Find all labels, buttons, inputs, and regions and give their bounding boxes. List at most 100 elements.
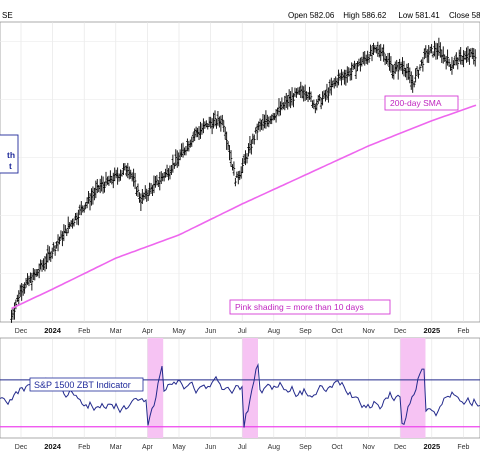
price-bar: [30, 272, 34, 291]
x-tick-label: Feb: [78, 328, 90, 335]
price-bar: [222, 120, 226, 133]
price-bar: [414, 68, 417, 83]
price-bar: [418, 64, 422, 71]
x-tick-label: Jul: [238, 328, 247, 335]
shading-note-box: Pink shading = more than 10 days: [229, 299, 391, 315]
price-bar: [13, 302, 16, 320]
price-bar: [58, 236, 61, 245]
x-tick-label: Oct: [332, 328, 343, 335]
ohlc-close: Close 583.09: [449, 11, 480, 20]
ohlc-readout: Open 582.06 High 586.62 Low 581.41 Close 58…: [288, 11, 480, 20]
sma-label: 200-day SMA: [390, 98, 442, 108]
price-bar: [23, 282, 26, 294]
price-bar: [234, 177, 237, 187]
x-tick-label: Dec: [394, 328, 407, 335]
left-note-line-2: t: [9, 161, 12, 171]
price-bar: [447, 58, 451, 67]
x-tick-label: 2025: [423, 326, 440, 335]
price-bar: [309, 91, 313, 103]
x-tick-label: Jul: [238, 444, 247, 451]
price-bar: [64, 225, 67, 234]
x-tick-label: Feb: [457, 328, 469, 335]
price-bar: [155, 174, 159, 186]
x-tick-label: Nov: [362, 328, 375, 335]
left-note-line-1: th: [7, 150, 15, 160]
x-tick-label: Oct: [332, 444, 343, 451]
price-bar: [255, 123, 259, 141]
x-tick-label: Nov: [362, 444, 375, 451]
price-bar: [412, 81, 416, 88]
price-bar: [72, 218, 76, 227]
left-note-box: th t: [0, 134, 19, 174]
price-bar: [421, 57, 425, 72]
price-bar: [427, 44, 431, 63]
ohlc-open: Open 582.06: [288, 11, 335, 20]
x-tick-label: Feb: [457, 444, 469, 451]
indicator-shaded-range: [147, 338, 164, 438]
price-bar: [133, 172, 137, 190]
x-tick-label: May: [172, 444, 186, 451]
price-bar: [315, 99, 319, 111]
x-tick-label: Sep: [299, 444, 312, 451]
price-bar: [225, 131, 228, 150]
price-bar: [232, 161, 236, 176]
zbt-indicator-line: [0, 362, 480, 428]
x-tick-label: Apr: [142, 444, 154, 451]
price-bars: [10, 37, 477, 323]
price-bar: [354, 62, 358, 79]
x-tick-label: Dec: [15, 444, 28, 451]
x-tick-label: 2025: [423, 442, 440, 451]
price-bar: [213, 110, 217, 127]
indicator-x-axis: Dec 2024 Feb Mar Apr May Jun Jul Aug Sep Oct Nov Dec…: [15, 442, 470, 451]
x-tick-label: Dec: [15, 328, 28, 335]
price-bar: [367, 53, 371, 63]
indicator-title: S&P 1500 ZBT Indicator: [34, 380, 131, 390]
price-bar: [14, 299, 18, 310]
price-bar: [473, 49, 477, 67]
price-bar: [350, 62, 353, 81]
symbol-fragment: SE: [2, 11, 13, 20]
price-bar: [53, 245, 57, 256]
price-bar: [389, 56, 393, 73]
x-tick-label: Jun: [205, 328, 216, 335]
price-bar: [327, 87, 330, 103]
price-bar: [17, 290, 21, 305]
x-tick-label: Aug: [268, 328, 281, 335]
price-bar: [250, 139, 253, 155]
price-bar: [430, 44, 433, 54]
price-bar: [446, 49, 449, 66]
price-bar: [382, 44, 385, 62]
price-bar: [252, 134, 256, 145]
price-bar: [241, 158, 244, 174]
price-bar: [37, 263, 41, 279]
price-gridlines: [0, 22, 480, 322]
sma-label-box: 200-day SMA: [384, 95, 459, 111]
x-tick-label: Apr: [142, 328, 154, 335]
x-tick-label: Aug: [268, 444, 281, 451]
price-bar: [245, 153, 249, 164]
price-bar: [274, 109, 278, 123]
x-tick-label: Feb: [78, 444, 90, 451]
price-x-axis: Dec 2024 Feb Mar Apr May Jun Jul Aug Sep Oct Nov Dec…: [15, 326, 470, 335]
x-tick-label: 2024: [44, 326, 62, 335]
indicator-gridlines: [20, 338, 464, 438]
x-tick-label: Jun: [205, 444, 216, 451]
price-bar: [396, 62, 400, 80]
price-bar: [417, 69, 420, 79]
x-tick-label: Dec: [394, 444, 407, 451]
x-tick-label: Mar: [110, 328, 123, 335]
price-bar: [103, 181, 106, 193]
price-bar: [82, 205, 86, 213]
indicator-label-box: S&P 1500 ZBT Indicator: [29, 377, 144, 392]
price-bar: [292, 93, 295, 108]
price-bar: [459, 47, 462, 65]
x-tick-label: May: [172, 328, 186, 335]
header-bar: [0, 0, 480, 22]
shading-note: Pink shading = more than 10 days: [235, 302, 364, 312]
sma-200-line: [11, 104, 477, 310]
price-bar: [318, 94, 321, 102]
price-bar: [220, 114, 224, 126]
price-bar: [229, 150, 233, 167]
x-tick-label: Mar: [110, 444, 123, 451]
